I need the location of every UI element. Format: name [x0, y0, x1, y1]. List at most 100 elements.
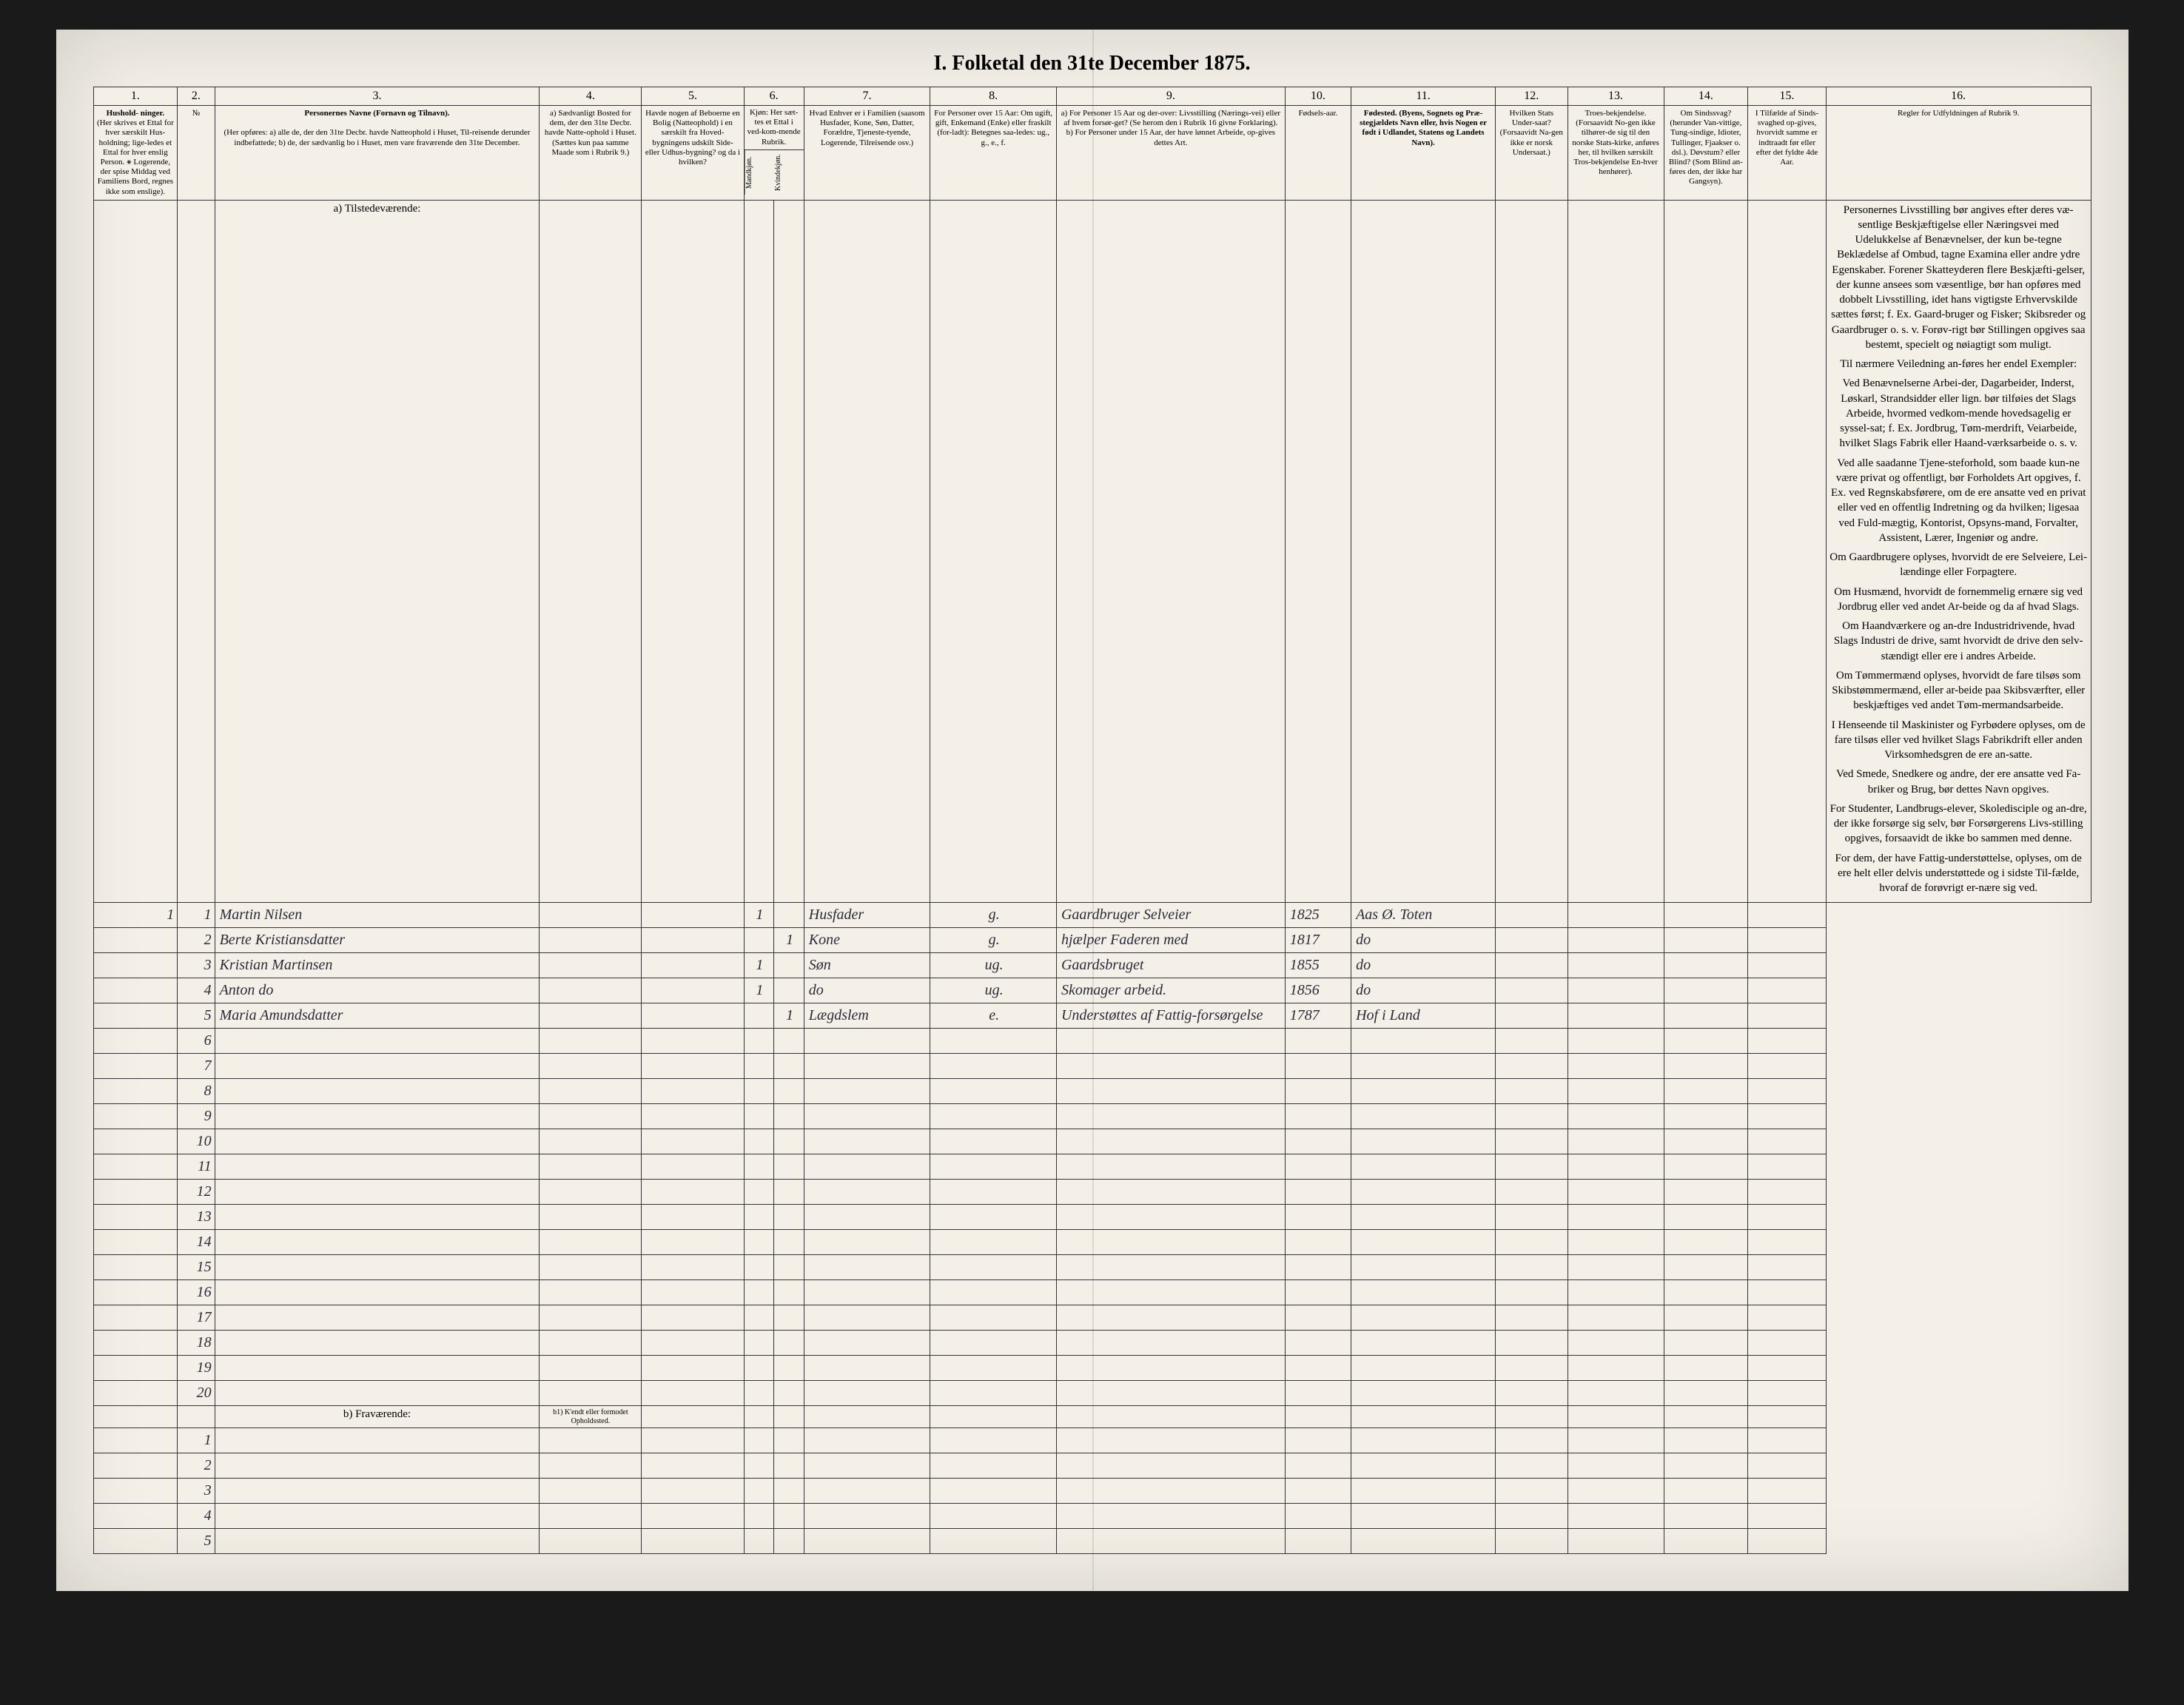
- cell-year: 1817: [1285, 928, 1351, 953]
- cell-name: [215, 1205, 540, 1230]
- cell-col15: [1748, 903, 1827, 928]
- cell-col13: [1568, 1003, 1664, 1029]
- cell-female: [774, 953, 804, 978]
- cell-col15: [1748, 1180, 1827, 1205]
- cell-male: [744, 1479, 774, 1504]
- cell-col5: [642, 1331, 744, 1356]
- cell-civil: [930, 1154, 1057, 1180]
- cell-female: 1: [774, 1003, 804, 1029]
- instruction-paragraph: Om Gaardbrugere oplyses, hvorvidt de ere…: [1829, 550, 2088, 580]
- cell-male: [744, 1029, 774, 1054]
- cell-place: [1351, 1453, 1496, 1479]
- cell-place: [1351, 1154, 1496, 1180]
- cell-occupation: [1056, 1356, 1285, 1381]
- cell-family: [804, 1504, 930, 1529]
- cell-col15: [1748, 1381, 1827, 1406]
- cell-place: do: [1351, 978, 1496, 1003]
- cell-rownum: 11: [178, 1154, 215, 1180]
- instruction-paragraph: Til nærmere Veiledning an-føres her ende…: [1829, 357, 2088, 371]
- table-row: 4: [93, 1504, 2091, 1529]
- cell-col5: [642, 1305, 744, 1331]
- cell-col14: [1664, 1029, 1748, 1054]
- cell-col5: [642, 1230, 744, 1255]
- cell-col4: [540, 903, 642, 928]
- cell-occupation: Gaardsbruget: [1056, 953, 1285, 978]
- cell-col5: [642, 1529, 744, 1554]
- cell-female: [774, 1205, 804, 1230]
- cell-col5: [642, 1356, 744, 1381]
- cell-household: [93, 1205, 178, 1230]
- cell-family: [804, 1079, 930, 1104]
- cell-household: [93, 1479, 178, 1504]
- cell-col13: [1568, 1154, 1664, 1180]
- cell-name: [215, 1255, 540, 1280]
- cell-family: do: [804, 978, 930, 1003]
- cell-civil: [930, 1331, 1057, 1356]
- col-num-4: 4.: [540, 87, 642, 106]
- cell-family: Husfader: [804, 903, 930, 928]
- col-num-10: 10.: [1285, 87, 1351, 106]
- cell-female: [774, 1504, 804, 1529]
- cell-col14: [1664, 1305, 1748, 1331]
- cell-name: [215, 1230, 540, 1255]
- cell-family: [804, 1129, 930, 1154]
- table-row: 17: [93, 1305, 2091, 1331]
- cell-col15: [1748, 1230, 1827, 1255]
- cell-col15: [1748, 1129, 1827, 1154]
- cell-occupation: [1056, 1428, 1285, 1453]
- cell-rownum: 18: [178, 1331, 215, 1356]
- cell-col14: [1664, 1003, 1748, 1029]
- cell-year: [1285, 1079, 1351, 1104]
- hdr-10: Fødsels-aar.: [1285, 106, 1351, 201]
- cell-col14: [1664, 1504, 1748, 1529]
- cell-civil: g.: [930, 903, 1057, 928]
- cell-col15: [1748, 1054, 1827, 1079]
- cell-col14: [1664, 1280, 1748, 1305]
- cell-col15: [1748, 928, 1827, 953]
- cell-civil: [930, 1205, 1057, 1230]
- cell-rownum: 1: [178, 903, 215, 928]
- cell-col4: [540, 1205, 642, 1230]
- cell-name: [215, 1331, 540, 1356]
- cell-male: [744, 1381, 774, 1406]
- cell-col5: [642, 1154, 744, 1180]
- cell-female: [774, 1180, 804, 1205]
- cell-col4: [540, 1331, 642, 1356]
- cell-col13: [1568, 1205, 1664, 1230]
- cell-place: [1351, 1356, 1496, 1381]
- hdr-13: Troes-bekjendelse. (Forsaavidt No-gen ik…: [1568, 106, 1664, 201]
- cell-col15: [1748, 1255, 1827, 1280]
- cell-place: [1351, 1305, 1496, 1331]
- cell-col12: [1496, 953, 1568, 978]
- cell-col13: [1568, 978, 1664, 1003]
- hdr-6: Kjøn: Her sæt-tes et Ettal i ved-kom-men…: [744, 106, 804, 201]
- cell-rownum: 14: [178, 1230, 215, 1255]
- cell-col13: [1568, 1054, 1664, 1079]
- table-row: 3: [93, 1479, 2091, 1504]
- cell-place: do: [1351, 953, 1496, 978]
- cell-occupation: [1056, 1079, 1285, 1104]
- cell-year: [1285, 1529, 1351, 1554]
- cell-civil: [930, 1230, 1057, 1255]
- cell-occupation: [1056, 1305, 1285, 1331]
- hdr-14: Om Sindssvag? (herunder Van-vittige, Tun…: [1664, 106, 1748, 201]
- cell-name: [215, 1054, 540, 1079]
- instruction-paragraph: Personernes Livsstilling bør angives eft…: [1829, 203, 2088, 353]
- hdr-16: Regler for Udfyldningen af Rubrik 9.: [1826, 106, 2091, 201]
- cell-family: [804, 1205, 930, 1230]
- cell-female: [774, 1305, 804, 1331]
- cell-male: [744, 1305, 774, 1331]
- cell-family: [804, 1479, 930, 1504]
- hdr-3-desc: (Her opføres: a) alle de, der den 31te D…: [224, 128, 531, 147]
- cell-col14: [1664, 1205, 1748, 1230]
- cell-name: [215, 1180, 540, 1205]
- section-b-sublabel: b1) K'endt eller formodet Opholdssted.: [540, 1406, 642, 1428]
- instruction-paragraph: Om Haandværkere og an-dre Industridriven…: [1829, 619, 2088, 664]
- cell-civil: [930, 1129, 1057, 1154]
- cell-male: [744, 1054, 774, 1079]
- cell-col12: [1496, 1280, 1568, 1305]
- cell-col4: [540, 1079, 642, 1104]
- cell-year: [1285, 1381, 1351, 1406]
- instruction-paragraph: I Henseende til Maskinister og Fyrbødere…: [1829, 718, 2088, 763]
- cell-col5: [642, 978, 744, 1003]
